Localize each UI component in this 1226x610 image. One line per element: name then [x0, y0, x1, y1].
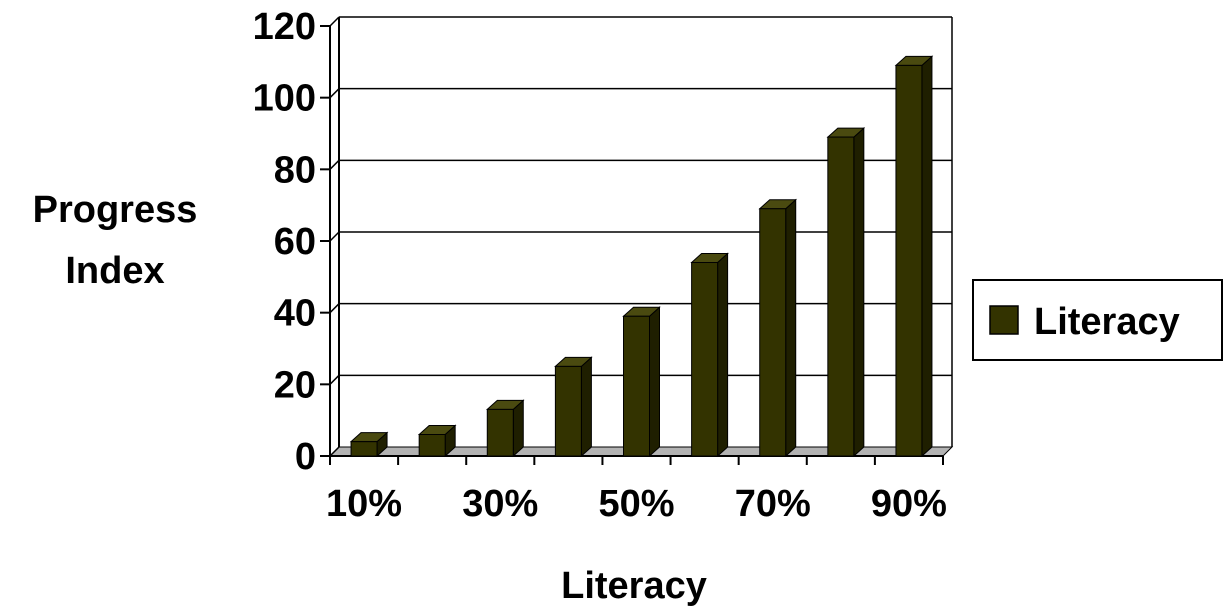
bar	[349, 431, 389, 458]
legend-label: Literacy	[1034, 301, 1180, 343]
legend-swatch	[989, 305, 1019, 335]
bar-front	[623, 315, 650, 457]
side-wall-gridline	[329, 446, 340, 457]
bars	[349, 55, 934, 458]
bar	[622, 306, 661, 458]
bar-side	[717, 252, 729, 458]
bar-front	[895, 64, 923, 457]
bar	[758, 198, 798, 458]
side-wall-gridline	[329, 303, 340, 314]
bar-front	[759, 208, 787, 457]
y-tick-label: 100	[253, 78, 316, 120]
bar	[690, 252, 729, 458]
x-axis-title: Literacy	[561, 565, 707, 607]
y-tick-labels: 0 20 40 60 80 100 120	[253, 6, 316, 478]
y-tick-label: 40	[274, 293, 316, 335]
bar-front	[691, 262, 719, 457]
bar-side	[853, 126, 865, 458]
bar-front	[350, 441, 378, 457]
bar-side	[785, 198, 797, 458]
bar-front	[418, 434, 446, 457]
x-tick-labels: 10% 30% 50% 70% 90%	[326, 483, 947, 525]
bar-front	[554, 365, 582, 457]
bar	[826, 126, 866, 458]
x-tick-label: 70%	[735, 483, 811, 525]
y-axis-title-line-2: Index	[65, 250, 164, 292]
bar-side	[921, 55, 933, 458]
bar-front	[827, 136, 855, 457]
bar-side	[649, 306, 660, 458]
bar-side	[512, 399, 524, 458]
bar	[417, 424, 457, 458]
y-tick-label: 20	[274, 364, 316, 406]
side-wall-gridline	[329, 159, 340, 170]
bar	[894, 55, 934, 458]
x-tick-label: 30%	[462, 483, 538, 525]
x-tick-label: 90%	[871, 483, 947, 525]
bar-front	[486, 408, 514, 457]
y-tick-label: 80	[274, 149, 316, 191]
side-wall-gridline	[329, 88, 340, 99]
x-tick-label: 10%	[326, 483, 402, 525]
bar	[554, 356, 593, 458]
side-wall-gridline	[329, 231, 340, 242]
side-wall-gridline	[329, 374, 340, 385]
x-tick-label: 50%	[598, 483, 674, 525]
y-tick-label: 0	[295, 436, 316, 478]
bar-side	[580, 356, 592, 458]
bar	[485, 399, 525, 458]
y-tick-label: 60	[274, 221, 316, 263]
y-axis-title-line-1: Progress	[33, 189, 198, 231]
legend: Literacy	[972, 279, 1223, 361]
side-wall-gridline	[329, 16, 340, 27]
y-tick-label: 120	[253, 6, 316, 48]
